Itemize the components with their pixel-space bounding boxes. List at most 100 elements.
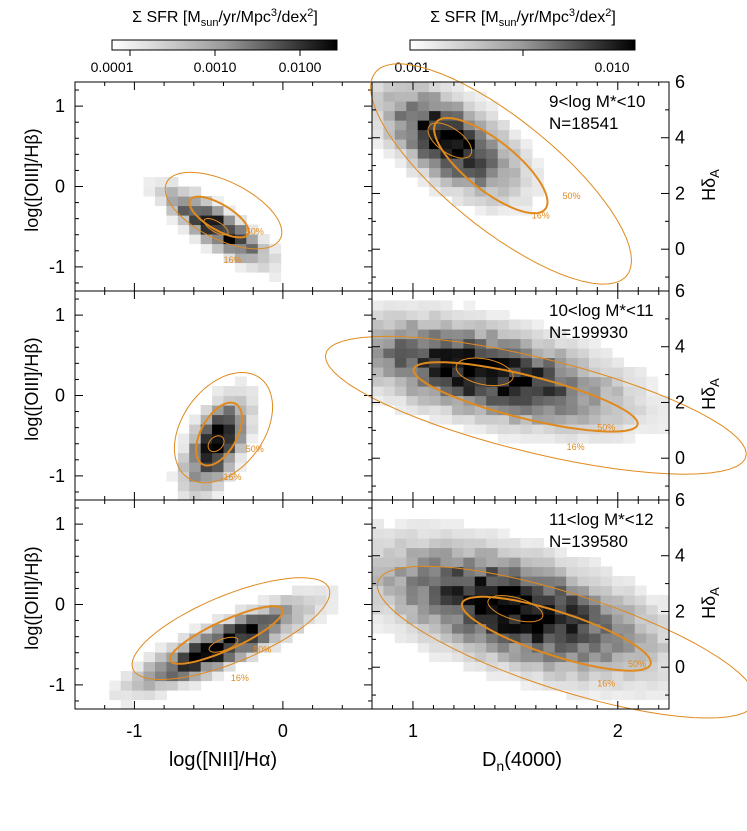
dn-row2-cell xyxy=(372,319,384,330)
dn-row2-cell xyxy=(463,414,476,425)
bpt-row1-cell xyxy=(177,186,190,197)
dn-row3-cell xyxy=(566,614,579,625)
bpt-row3-label-16: 16% xyxy=(231,673,249,683)
dn-row3-cell xyxy=(486,576,499,587)
bpt-row1-cell xyxy=(223,224,236,235)
bpt-row1-ylabel-0: -1 xyxy=(49,257,65,277)
dn-row3-cell xyxy=(497,623,510,634)
dn-row2-cell xyxy=(497,348,510,359)
dn-row2-cell xyxy=(440,395,453,406)
dn-row2-cell xyxy=(486,376,499,387)
dn-row2-cell xyxy=(429,338,442,349)
dn-row2-cell xyxy=(554,395,567,406)
bpt-row1-cell xyxy=(200,234,213,245)
dn-row3-cell xyxy=(406,614,419,625)
bpt-row2-cell xyxy=(223,424,236,435)
dn-row2-cell xyxy=(452,414,464,425)
dn-row2-cell xyxy=(646,395,659,406)
dn-row2-cell xyxy=(554,348,567,359)
dn-row2-cell xyxy=(520,376,533,387)
dn-row2-cell xyxy=(577,357,590,368)
bpt-row2-cell xyxy=(212,424,225,435)
dn-row1-cell xyxy=(474,129,487,140)
dn-row2-cell xyxy=(429,386,442,397)
y-axis-label-row3: log([OIII]/Hβ) xyxy=(22,546,42,649)
dn-row3-cell xyxy=(589,633,601,644)
dn-row2-cell xyxy=(543,424,556,435)
dn-row3-cell xyxy=(611,642,624,653)
dn-row2-cell xyxy=(394,357,407,368)
panel-bpt-row3: 16% 50% -1 0 1 xyxy=(49,499,373,710)
dn-row3-cell xyxy=(623,623,636,634)
dn-row3-cell xyxy=(634,690,647,701)
dn-row2-cell xyxy=(486,367,499,378)
dn-row2-cell xyxy=(452,310,464,321)
dn-row3-cell xyxy=(646,690,659,701)
bpt-row1-cell xyxy=(200,243,213,254)
dn-row3-cell xyxy=(554,671,567,682)
dn-row2-cell xyxy=(600,348,613,359)
dn-row1-cell xyxy=(406,129,419,140)
dn-row2-cell xyxy=(417,367,430,378)
dn-row3-cell xyxy=(623,604,636,615)
bpt-row3-cell xyxy=(234,614,247,625)
dn-row3-cell xyxy=(531,576,544,587)
dn-row3-cell xyxy=(463,623,476,634)
dn-row3-cell xyxy=(566,633,579,644)
dn-row3-cell xyxy=(474,576,487,587)
bpt-row3-cell xyxy=(234,652,247,663)
bpt-row3-cell xyxy=(303,604,316,615)
dn-row2-cell xyxy=(463,395,476,406)
dn-row2-cell xyxy=(463,310,476,321)
dn-row2-cell xyxy=(474,376,487,387)
bpt-row2-cell xyxy=(189,433,202,444)
dn-row1-cell xyxy=(394,82,407,93)
bpt-row2-cell xyxy=(212,462,225,473)
dn-row2-contour-16 xyxy=(324,335,747,475)
dn-row3-cell xyxy=(577,595,590,606)
dn-row1-cell xyxy=(417,167,430,178)
dn-row2-cell xyxy=(623,414,636,425)
bpt-row3-cell xyxy=(166,671,179,682)
dn-row2-cell xyxy=(531,405,544,416)
dn-row3-cell xyxy=(372,538,384,549)
dn-row1-cell xyxy=(383,148,396,159)
dn-row2-cell xyxy=(440,414,453,425)
dn-row3-cell xyxy=(657,614,670,625)
dn-row3-cell xyxy=(566,671,579,682)
bpt-row2-cell xyxy=(189,452,202,463)
dn-row3-cell xyxy=(509,604,522,615)
bpt-row1-cell xyxy=(177,196,190,207)
bpt-row2-cell xyxy=(234,395,247,406)
dn-row2-cell xyxy=(554,367,567,378)
dn-row3-cell xyxy=(531,680,544,691)
dn-row3-cell xyxy=(372,557,384,568)
x-left-ticklabel-0: -1 xyxy=(126,721,142,741)
dn-row3-cell xyxy=(623,576,636,587)
dn-row2-cell xyxy=(372,338,384,349)
dn-row3-cell xyxy=(429,652,442,663)
dn-row3-cell xyxy=(634,661,647,672)
bpt-row2-cell xyxy=(166,471,179,482)
dn-row2-cell xyxy=(543,357,556,368)
dn-row3-cell xyxy=(577,642,590,653)
bpt-row3-cell xyxy=(132,680,145,691)
bpt-row2-label-16: 16% xyxy=(224,472,242,482)
bpt-row3-cell xyxy=(246,614,259,625)
dn-row2-cell xyxy=(566,338,579,349)
bpt-row3-cell xyxy=(166,652,179,663)
dn-row2-cell xyxy=(646,424,659,435)
bpt-row3-cell xyxy=(292,585,304,596)
dn-row2-cell xyxy=(452,395,464,406)
dn-row1-cell xyxy=(497,148,510,159)
bpt-row1-cell xyxy=(269,253,282,264)
dn-row3-cell xyxy=(406,604,419,615)
dn-row3-cell xyxy=(543,661,556,672)
dn-row2-cell xyxy=(531,414,544,425)
dn-row1-cell xyxy=(440,91,453,102)
dn-row2-cell xyxy=(520,395,533,406)
bpt-row1-cell xyxy=(143,186,156,197)
dn-row3-cell xyxy=(589,671,601,682)
dn-row2-cell xyxy=(372,310,384,321)
dn-row1-cell xyxy=(429,101,442,112)
